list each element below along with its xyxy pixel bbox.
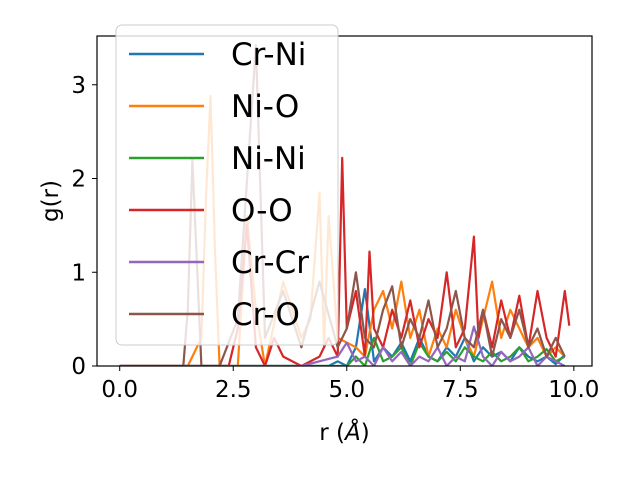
ticks-layer: 0.0 2.5 5.0 7.5 10.0 0 1 2 3 [71,73,599,403]
legend-label: Ni-Ni [231,141,306,177]
x-tick-label: 10.0 [548,377,599,403]
x-tick-label: 2.5 [215,377,252,403]
legend-label: Cr-Cr [231,245,309,281]
y-tick-label: 2 [71,167,86,193]
x-axis-title: r (Å) [319,418,369,446]
x-tick-label: 5.0 [328,377,365,403]
y-tick-label: 0 [71,354,86,380]
series-line-1 [119,94,566,366]
legend-frame [115,24,339,346]
x-tick-label: 0.0 [101,377,138,403]
plot-frame [96,35,593,367]
legend-label: Cr-O [231,297,300,333]
y-axis-title: g(r) [38,180,64,222]
legend: Cr-Ni Ni-O Ni-Ni O-O Cr-Cr Cr-O [115,24,339,346]
y-tick-label: 1 [71,260,86,286]
legend-label: Ni-O [231,89,299,125]
y-tick-label: 3 [71,73,86,99]
legend-label: O-O [231,193,293,229]
legend-label: Cr-Ni [231,37,306,73]
x-tick-label: 7.5 [442,377,479,403]
series-line-5 [119,44,566,366]
series-layer [119,44,571,366]
